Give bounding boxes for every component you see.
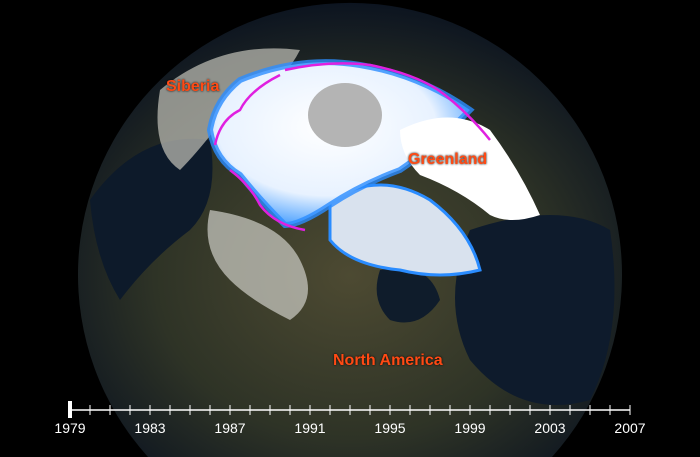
snow-north-america: [207, 210, 308, 320]
timeline-year-label: 1987: [214, 420, 246, 436]
timeline-year-label: 1991: [294, 420, 326, 436]
timeline-year-label: 2003: [534, 420, 566, 436]
timeline-year-label: 1995: [374, 420, 406, 436]
timeline-year-label: 1983: [134, 420, 166, 436]
label-greenland: Greenland: [408, 151, 488, 168]
timeline-year-label: 1979: [54, 420, 86, 436]
pole-data-gap: [308, 83, 382, 147]
canadian-archipelago: [328, 183, 482, 277]
timeline-year-label: 2007: [614, 420, 646, 436]
timeline-handle[interactable]: [68, 401, 72, 418]
label-north-america: North America: [333, 352, 443, 369]
ocean-atlantic: [455, 215, 615, 405]
timeline-year-label: 1999: [454, 420, 486, 436]
hudson-bay: [376, 268, 440, 323]
timeline-slider[interactable]: [68, 401, 631, 418]
ocean-pacific: [90, 138, 213, 300]
greenland: [400, 117, 540, 220]
average-ice-edge-line: [213, 62, 491, 232]
label-siberia: Siberia: [166, 78, 220, 95]
